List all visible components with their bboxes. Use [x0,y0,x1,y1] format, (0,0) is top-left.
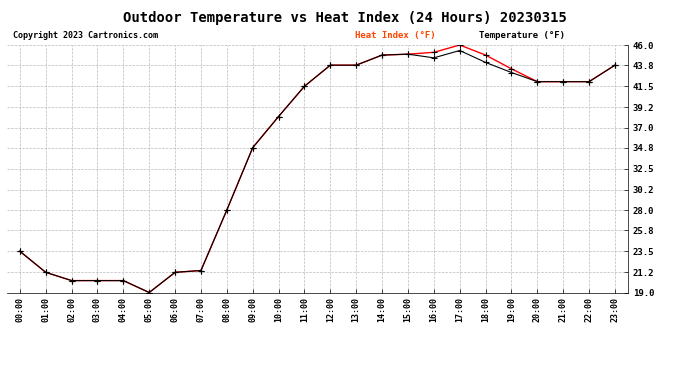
Text: Temperature (°F): Temperature (°F) [479,31,565,40]
Text: Heat Index (°F): Heat Index (°F) [355,31,435,40]
Text: Outdoor Temperature vs Heat Index (24 Hours) 20230315: Outdoor Temperature vs Heat Index (24 Ho… [123,11,567,25]
Text: Copyright 2023 Cartronics.com: Copyright 2023 Cartronics.com [13,31,158,40]
